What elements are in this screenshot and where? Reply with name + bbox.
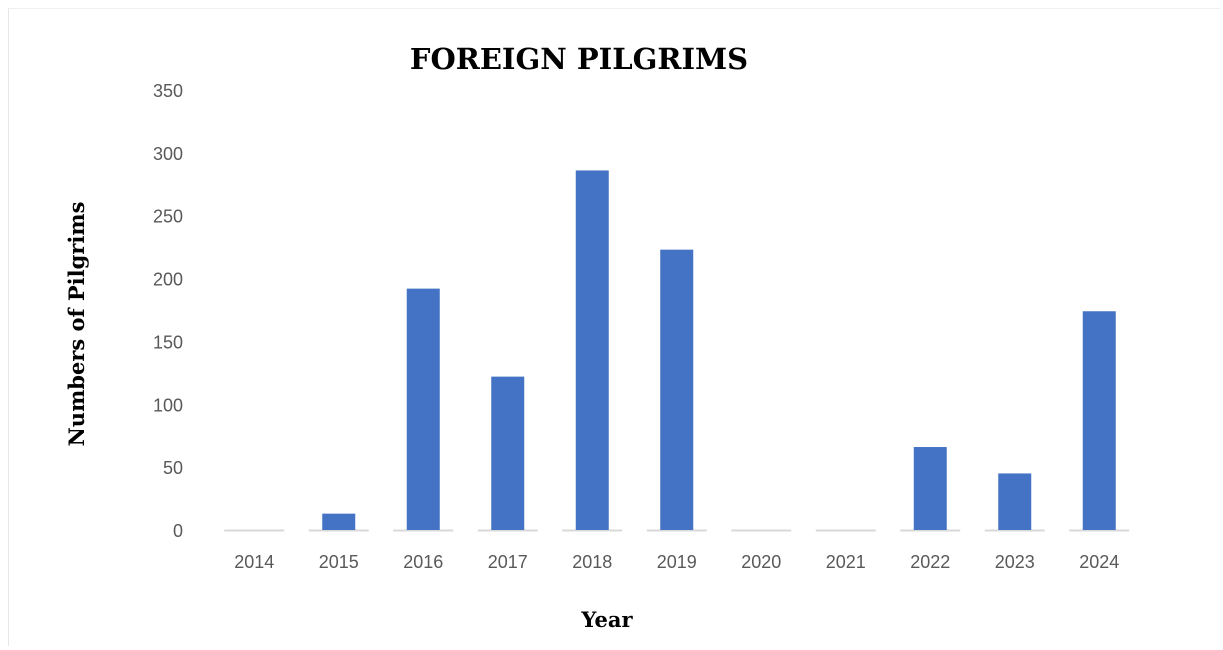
x-tick-label: 2021	[826, 552, 866, 572]
x-tick-label: 2017	[488, 552, 528, 572]
y-tick-label: 350	[153, 81, 183, 101]
bar-2024	[1082, 311, 1116, 530]
x-tick-label: 2015	[319, 552, 359, 572]
bar-2017	[491, 376, 525, 530]
bar-2015	[322, 513, 356, 530]
bar-2022	[913, 447, 947, 530]
y-tick-label: 50	[163, 458, 183, 478]
y-tick-label: 200	[153, 270, 183, 290]
x-tick-label: 2023	[995, 552, 1035, 572]
y-tick-label: 250	[153, 207, 183, 227]
chart-title: FOREIGN PILGRIMS	[410, 42, 748, 76]
chart-frame	[8, 8, 1220, 646]
x-tick-label: 2014	[234, 552, 274, 572]
x-tick-label: 2020	[741, 552, 781, 572]
y-axis-ticks: 0 50 100 150 200 250 300 350	[153, 81, 183, 541]
y-tick-label: 0	[173, 521, 183, 541]
bar-2018	[575, 170, 609, 530]
y-tick-label: 150	[153, 332, 183, 352]
y-tick-label: 300	[153, 144, 183, 164]
x-tick-label: 2022	[910, 552, 950, 572]
bar-2023	[998, 473, 1032, 530]
bar-2019	[660, 249, 694, 530]
bars	[322, 170, 1116, 530]
bar-2016	[406, 288, 440, 530]
y-tick-label: 100	[153, 395, 183, 415]
x-tick-label: 2016	[403, 552, 443, 572]
x-tick-label: 2024	[1079, 552, 1119, 572]
x-axis-ticks: 2014 2015 2016 2017 2018 2019 2020 2021 2022 2023…	[234, 552, 1119, 572]
x-tick-label: 2018	[572, 552, 612, 572]
x-tick-label: 2019	[657, 552, 697, 572]
y-axis-title: Numbers of Pilgrims	[64, 202, 89, 447]
x-axis-title: Year	[580, 607, 633, 632]
